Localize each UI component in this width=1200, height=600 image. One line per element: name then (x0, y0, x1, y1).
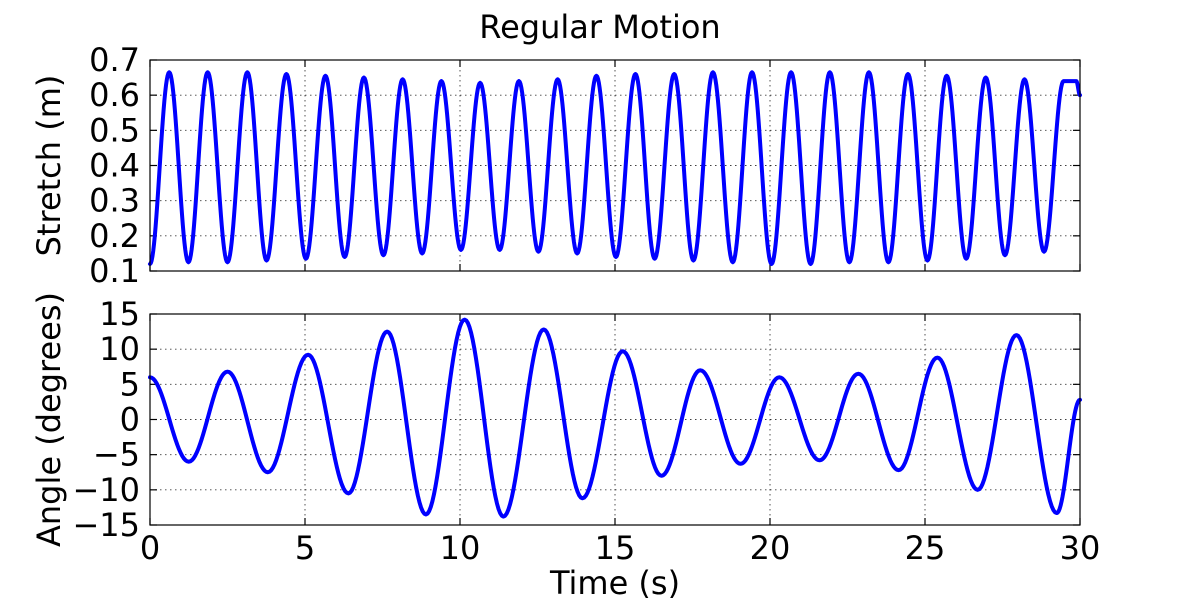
stretch-gridlines (150, 60, 1080, 271)
angle-y-axis-label: Angle (degrees) (30, 292, 68, 547)
time-x-axis-label: Time (s) (549, 564, 680, 600)
y-tick-label: 5 (120, 365, 140, 403)
y-tick-label: 0.4 (89, 147, 140, 185)
y-tick-label: 0.3 (89, 182, 140, 220)
x-tick-label: 30 (1060, 529, 1101, 567)
y-tick-label: 0.1 (89, 252, 140, 290)
y-tick-label: 0.2 (89, 217, 140, 255)
x-tick-label: 15 (595, 529, 636, 567)
y-tick-label: 0.5 (89, 111, 140, 149)
x-tick-label: 25 (905, 529, 946, 567)
stretch-axes-frame (149, 59, 1081, 272)
angle-axes-frame (149, 313, 1081, 526)
y-tick-label: 15 (99, 295, 140, 333)
stretch-subplot: 0.10.20.30.40.50.60.7 Stretch (m) (30, 41, 1082, 290)
y-tick-label: 10 (99, 330, 140, 368)
y-tick-label: 0.6 (89, 76, 140, 114)
x-tick-label: 0 (140, 529, 160, 567)
y-tick-label: −10 (72, 471, 140, 509)
y-tick-label: 0 (120, 401, 140, 439)
y-tick-label: −5 (93, 436, 140, 474)
angle-series-line (148, 317, 1082, 519)
x-tick-label: 10 (440, 529, 481, 567)
x-tick-label: 5 (295, 529, 315, 567)
y-tick-label: −15 (72, 506, 140, 544)
y-tick-label: 0.7 (89, 41, 140, 79)
stretch-y-axis-label: Stretch (m) (30, 75, 68, 257)
stretch-series-line (148, 70, 1082, 266)
x-tick-label: 20 (750, 529, 791, 567)
figure-title: Regular Motion (479, 8, 720, 46)
angle-gridlines (150, 314, 1080, 525)
